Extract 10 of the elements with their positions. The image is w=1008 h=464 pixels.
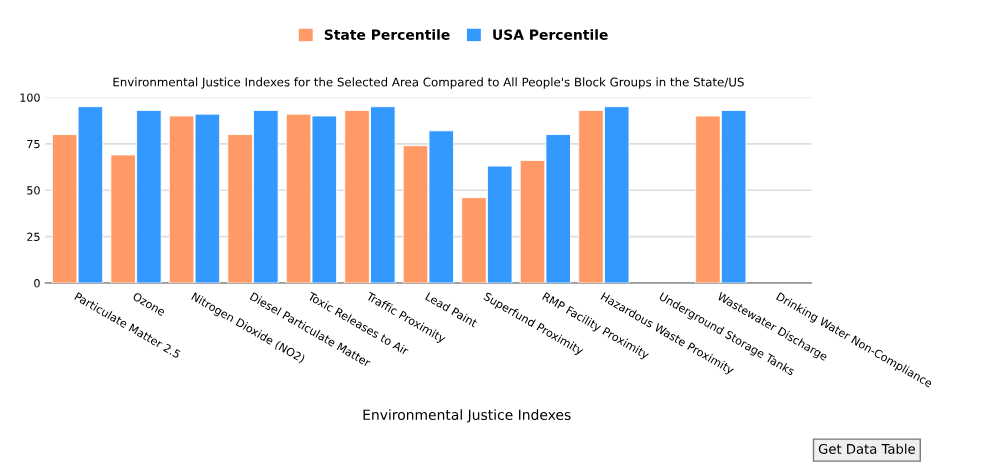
chart-title: Environmental Justice Indexes for the Selected Area Compared to All People's Block Groups in the State/US (113, 77, 744, 89)
y-tick-label: 0 (34, 279, 40, 288)
legend-label: USA Percentile (493, 29, 608, 40)
legend-label: State Percentile (324, 29, 450, 40)
y-tick-label: 25 (27, 232, 40, 242)
y-tick-label: 50 (27, 186, 40, 195)
y-tick-label: 100 (20, 93, 40, 102)
x-axis-title: Environmental Justice Indexes (363, 409, 571, 423)
text: Get Data Table (818, 443, 915, 454)
y-tick-label: 75 (27, 139, 40, 149)
